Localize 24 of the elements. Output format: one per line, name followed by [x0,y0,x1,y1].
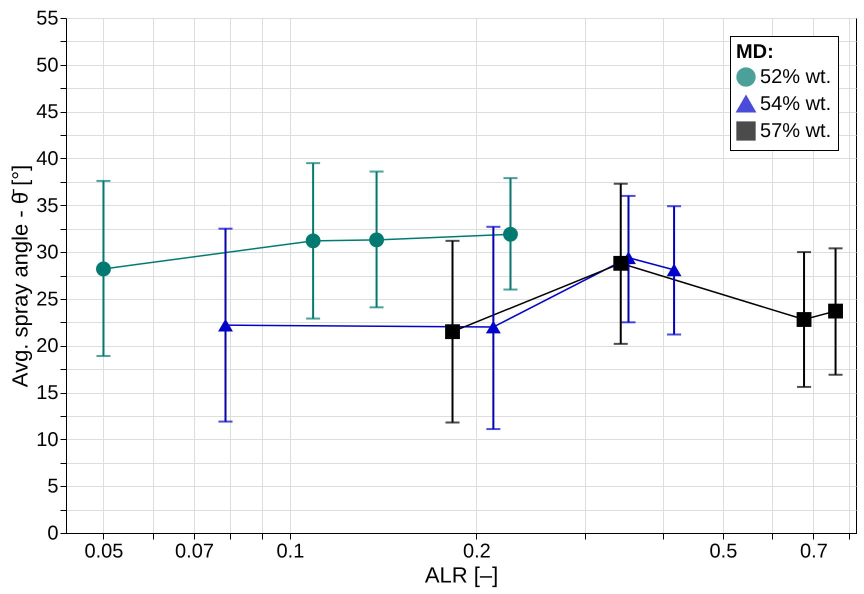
legend-label: 52% wt. [760,66,832,88]
x-tick-label: 0.2 [463,540,491,562]
y-tick-label: 25 [36,288,58,310]
y-tick-label: 55 [36,8,58,30]
y-tick-label: 30 [36,242,58,264]
x-tick-label: 0.5 [710,540,738,562]
y-axis-title: Avg. spray angle - θ̄ [°] [7,164,32,388]
legend-title: MD: [736,41,774,63]
legend-label: 54% wt. [760,93,832,115]
x-tick-label: 0.7 [800,540,828,562]
y-tick-label: 10 [36,428,58,451]
y-tick-label: 40 [36,148,58,170]
y-tick-label: 0 [47,522,58,544]
legend-label: 57% wt. [760,120,832,142]
x-axis-title: ALR [–] [424,562,498,588]
y-tick-label: 5 [47,476,58,498]
y-tick-label: 45 [36,101,58,124]
x-tick-label: 0.07 [175,540,214,562]
y-tick-label: 50 [36,54,58,76]
y-tick-label: 35 [36,194,58,217]
y-tick-label: 15 [36,382,58,404]
x-tick-label: 0.05 [84,540,124,562]
y-tick-label: 20 [36,335,58,358]
x-tick-label: 0.1 [276,540,304,562]
